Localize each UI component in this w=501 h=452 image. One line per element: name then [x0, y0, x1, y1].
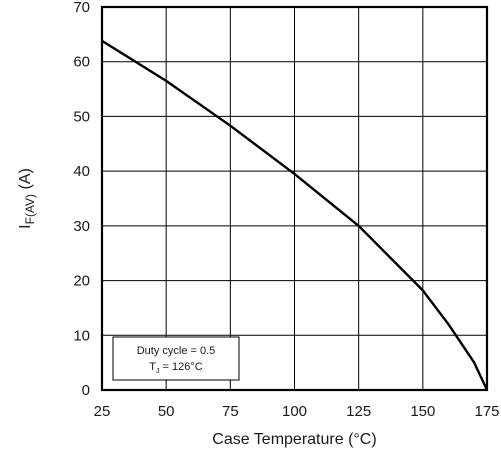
- x-tick-label: 100: [282, 403, 307, 420]
- y-tick-label: 60: [73, 54, 90, 71]
- y-tick-label: 30: [73, 218, 90, 235]
- y-tick-label: 50: [73, 108, 90, 125]
- x-tick-label: 25: [94, 403, 111, 420]
- annotation-line-2: TJ = 126°C: [149, 361, 203, 375]
- y-axis-label: IF(AV) (A): [17, 168, 37, 229]
- y-tick-label: 20: [73, 273, 90, 290]
- annotation-line-1: Duty cycle = 0.5: [137, 345, 216, 357]
- series-line: [101, 39, 489, 391]
- plot-frame: [100, 5, 489, 392]
- x-tick-label: 175: [474, 403, 499, 420]
- tick-labels: 25 50 75 100 125 150 175 0 10 20 30 40 50 60 70: [73, 0, 499, 420]
- y-axis-symbol: I: [17, 224, 34, 228]
- x-tick-label: 75: [222, 403, 239, 420]
- y-axis-subscript: F(AV): [23, 194, 37, 224]
- series-layer: [101, 39, 489, 391]
- y-tick-label: 70: [73, 0, 90, 16]
- y-tick-label: 0: [82, 382, 90, 399]
- grid: [102, 7, 487, 390]
- x-tick-label: 150: [410, 403, 435, 420]
- y-axis-unit: (A): [17, 168, 34, 194]
- annotation-subscript: J: [156, 368, 160, 375]
- y-tick-label: 10: [73, 327, 90, 344]
- annotation-frame: [112, 336, 240, 381]
- x-tick-label: 125: [346, 403, 371, 420]
- annotation-symbol: T: [149, 361, 156, 373]
- annotation-box: Duty cycle = 0.5 TJ = 126°C: [112, 336, 240, 381]
- x-axis-label: Case Temperature (°C): [212, 431, 376, 448]
- annotation-value: = 126°C: [160, 361, 203, 373]
- x-tick-label: 50: [158, 403, 175, 420]
- y-tick-label: 40: [73, 163, 90, 180]
